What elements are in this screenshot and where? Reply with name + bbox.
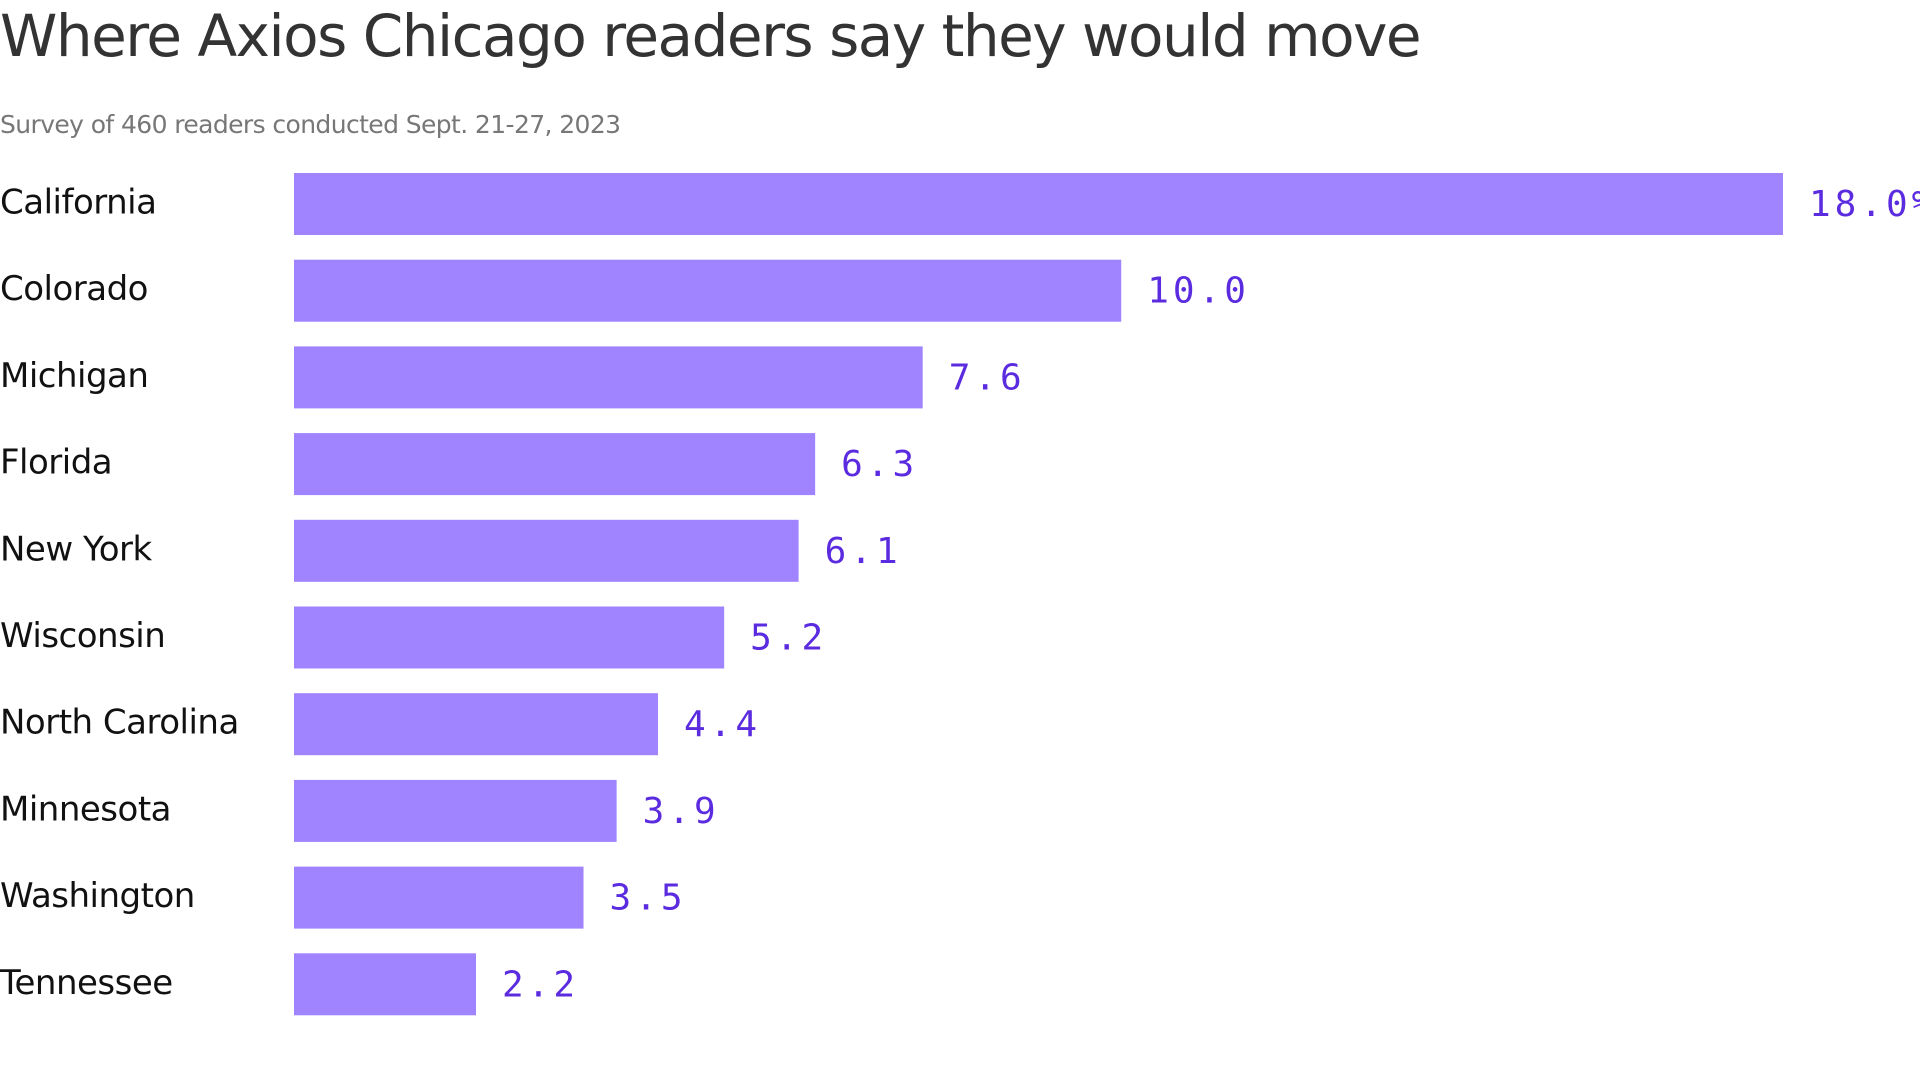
value-label: 5.2 bbox=[750, 618, 827, 659]
bar bbox=[294, 519, 799, 582]
value-label: 6.3 bbox=[841, 444, 918, 485]
bar bbox=[294, 173, 1783, 235]
chart-subtitle: Survey of 460 readers conducted Sept. 21… bbox=[0, 110, 621, 139]
bar bbox=[294, 779, 617, 842]
category-label: Minnesota bbox=[0, 789, 171, 829]
category-label: North Carolina bbox=[0, 703, 239, 743]
value-label: 10.0 bbox=[1147, 271, 1250, 312]
category-label: New York bbox=[0, 529, 153, 569]
bar bbox=[294, 866, 584, 929]
value-label: 18.0% bbox=[1809, 184, 1920, 225]
category-label: Florida bbox=[0, 443, 112, 483]
value-label: 4.4 bbox=[684, 704, 761, 745]
bar bbox=[294, 346, 923, 409]
category-label: Tennessee bbox=[0, 963, 173, 1003]
value-label: 3.9 bbox=[643, 791, 720, 832]
value-label: 2.2 bbox=[502, 964, 579, 1005]
bar bbox=[294, 606, 725, 669]
value-label: 7.6 bbox=[949, 357, 1026, 398]
bar bbox=[294, 259, 1122, 322]
bar bbox=[294, 693, 658, 756]
category-label: Wisconsin bbox=[0, 616, 165, 656]
chart-title: Where Axios Chicago readers say they wou… bbox=[0, 2, 1422, 70]
category-label: Michigan bbox=[0, 356, 148, 396]
category-label: Washington bbox=[0, 876, 195, 916]
category-label: Colorado bbox=[0, 269, 148, 309]
value-label: 6.1 bbox=[825, 531, 902, 572]
bar bbox=[294, 433, 816, 496]
value-label: 3.5 bbox=[610, 878, 687, 919]
bar bbox=[294, 953, 476, 1016]
category-label: California bbox=[0, 183, 156, 223]
